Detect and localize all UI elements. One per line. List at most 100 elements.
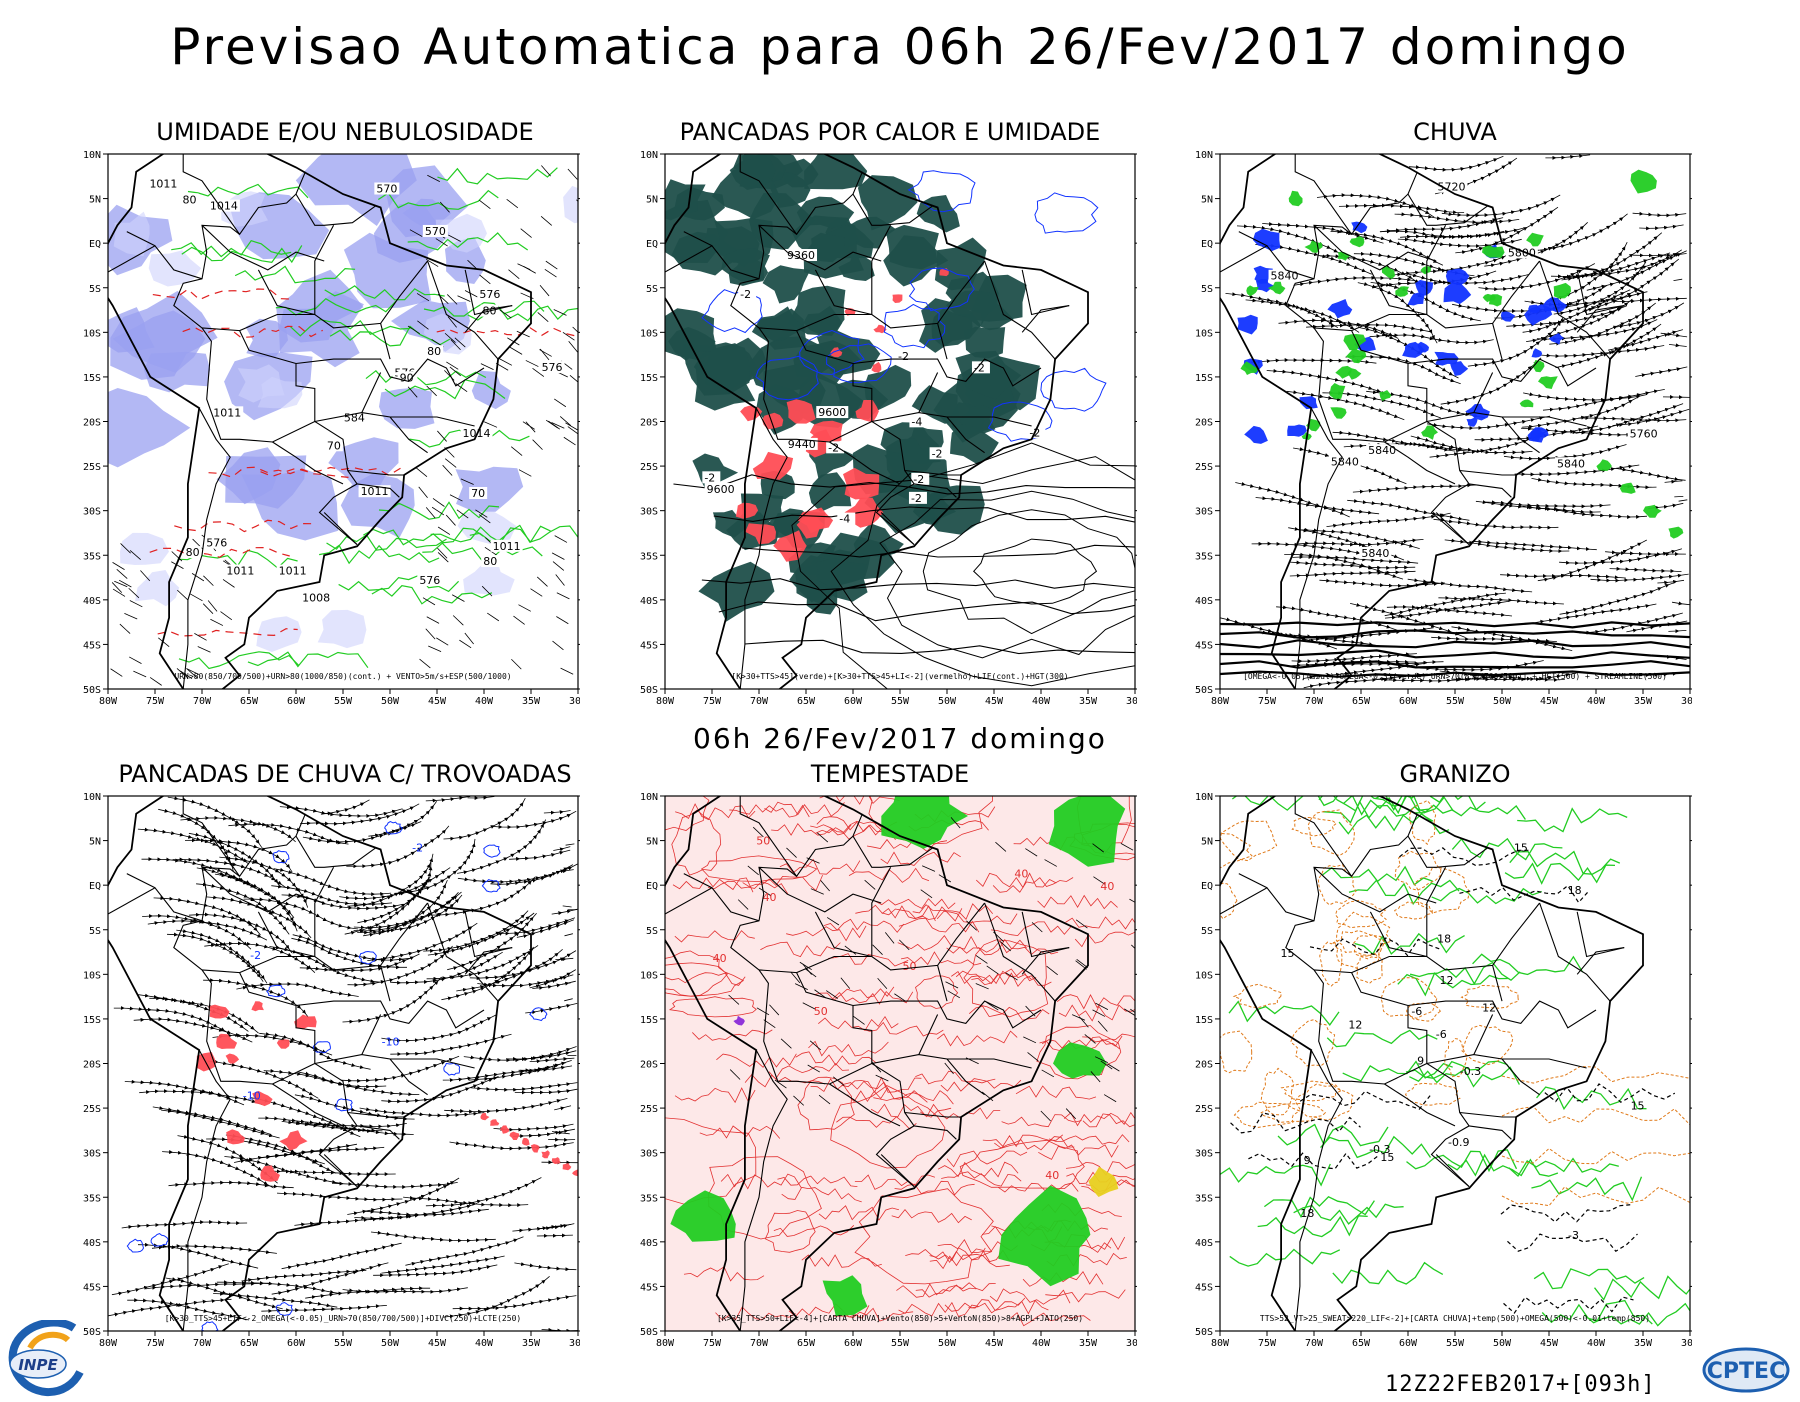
lat-tick-label: 10S: [83, 328, 101, 339]
contour-label: -6: [1411, 1005, 1422, 1018]
lat-tick-label: 30S: [83, 507, 101, 518]
lon-tick-label: 80W: [656, 696, 675, 707]
lon-tick-label: 50W: [938, 1338, 957, 1349]
contour-label: 12: [1348, 1019, 1362, 1032]
lon-tick-label: 65W: [797, 1338, 816, 1349]
shaded-area: [886, 225, 939, 269]
lon-tick-label: 45W: [985, 1338, 1004, 1349]
lon-tick-label: 70W: [750, 696, 769, 707]
lon-tick-label: 35W: [522, 696, 541, 707]
lat-tick-label: 10N: [83, 150, 101, 161]
lon-tick-label: 75W: [703, 1338, 722, 1349]
panel-title-chuva: CHUVA: [1220, 118, 1690, 146]
lat-tick-label: 45S: [1195, 640, 1213, 651]
lat-tick-label: 5N: [646, 195, 658, 206]
lat-tick-label: 5S: [89, 284, 101, 295]
contour-label: 1008: [302, 591, 330, 604]
lat-tick-label: 20S: [1195, 1060, 1213, 1071]
valid-time-subtitle: 06h 26/Fev/2017 domingo: [0, 722, 1800, 755]
contour-label: -2: [250, 949, 261, 962]
lon-tick-label: 65W: [1352, 696, 1371, 707]
lat-tick-label: 10N: [83, 792, 101, 803]
lon-tick-label: 75W: [1258, 696, 1277, 707]
contour-label: 40: [1100, 880, 1114, 893]
lat-tick-label: 45S: [640, 640, 658, 651]
lon-tick-label: 50W: [938, 696, 957, 707]
lat-tick-label: 20S: [640, 1060, 658, 1071]
contour-label: 40: [1014, 868, 1028, 881]
contour-label: 40: [1045, 1169, 1059, 1182]
lat-tick-label: 30S: [1195, 507, 1213, 518]
contour-label: 80: [427, 345, 441, 358]
lat-tick-label: 35S: [1195, 551, 1213, 562]
contour-label: -2: [704, 471, 715, 484]
lon-tick-label: 55W: [891, 1338, 910, 1349]
lat-tick-label: 15S: [640, 1015, 658, 1026]
lon-tick-label: 65W: [240, 1338, 259, 1349]
lon-tick-label: 65W: [797, 696, 816, 707]
contour-label: 5840: [1361, 547, 1389, 560]
lon-tick-label: 75W: [1258, 1338, 1277, 1349]
lon-tick-label: 40W: [475, 696, 494, 707]
lon-tick-label: 80W: [1211, 696, 1230, 707]
lat-tick-label: 5N: [1201, 837, 1213, 848]
lon-tick-label: 80W: [99, 1338, 118, 1349]
contour-label: 80: [186, 546, 200, 559]
contour-label: -2: [412, 842, 423, 855]
contour-label: 15: [1631, 1099, 1645, 1112]
lat-tick-label: 35S: [640, 551, 658, 562]
lat-tick-label: 40S: [83, 596, 101, 607]
contour-label: -2: [828, 441, 839, 454]
panel-title-tempestade: TEMPESTADE: [640, 760, 1140, 788]
contour-label: -0.9: [1448, 1136, 1469, 1149]
contour-label: 5840: [1557, 457, 1585, 470]
lat-tick-label: 40S: [1195, 596, 1213, 607]
streamline: [1674, 496, 1683, 497]
lon-tick-label: 70W: [193, 696, 212, 707]
lat-tick-label: 15S: [1195, 373, 1213, 384]
lat-tick-label: EQ: [1201, 239, 1213, 250]
contour-label: 12: [1439, 974, 1453, 987]
contour-label: 40: [763, 891, 777, 904]
lon-tick-label: 40W: [1587, 1338, 1606, 1349]
lon-tick-label: 55W: [334, 696, 353, 707]
lat-tick-label: 30S: [640, 1149, 658, 1160]
contour-label: 5800: [1508, 246, 1536, 259]
lon-tick-label: 40W: [1587, 696, 1606, 707]
contour-label: 9: [1304, 1154, 1311, 1167]
lat-tick-label: 25S: [640, 1104, 658, 1115]
lat-tick-label: EQ: [646, 881, 658, 892]
lon-tick-label: 75W: [146, 696, 165, 707]
lat-tick-label: 35S: [83, 551, 101, 562]
lat-tick-label: 5N: [1201, 195, 1213, 206]
lat-tick-label: 45S: [1195, 1282, 1213, 1293]
contour-label: 1011: [149, 177, 177, 190]
panel-title-granizo: GRANIZO: [1220, 760, 1690, 788]
contour-label: -4: [911, 415, 922, 428]
contour-label: 40: [713, 952, 727, 965]
lat-tick-label: 25S: [1195, 1104, 1213, 1115]
contour-label: 576: [542, 361, 563, 374]
lon-tick-label: 60W: [1399, 1338, 1418, 1349]
lon-tick-label: 75W: [703, 696, 722, 707]
lon-tick-label: 35W: [1079, 696, 1098, 707]
lon-tick-label: 60W: [1399, 696, 1418, 707]
lat-tick-label: 50S: [640, 1327, 658, 1338]
lon-tick-label: 35W: [1634, 696, 1653, 707]
lat-tick-label: 35S: [1195, 1193, 1213, 1204]
lon-tick-label: 45W: [1540, 696, 1559, 707]
lat-tick-label: 10S: [640, 328, 658, 339]
lat-tick-label: 20S: [1195, 418, 1213, 429]
lat-tick-label: EQ: [646, 239, 658, 250]
lat-tick-label: 30S: [1195, 1149, 1213, 1160]
lon-tick-label: 70W: [1305, 1338, 1324, 1349]
lat-tick-label: 35S: [640, 1193, 658, 1204]
lat-tick-label: EQ: [89, 239, 101, 250]
contour-label: -0.3: [1460, 1065, 1481, 1078]
contour-label: 9600: [818, 406, 846, 419]
lon-tick-label: 75W: [146, 1338, 165, 1349]
contour-label: -0.3: [1369, 1143, 1390, 1156]
